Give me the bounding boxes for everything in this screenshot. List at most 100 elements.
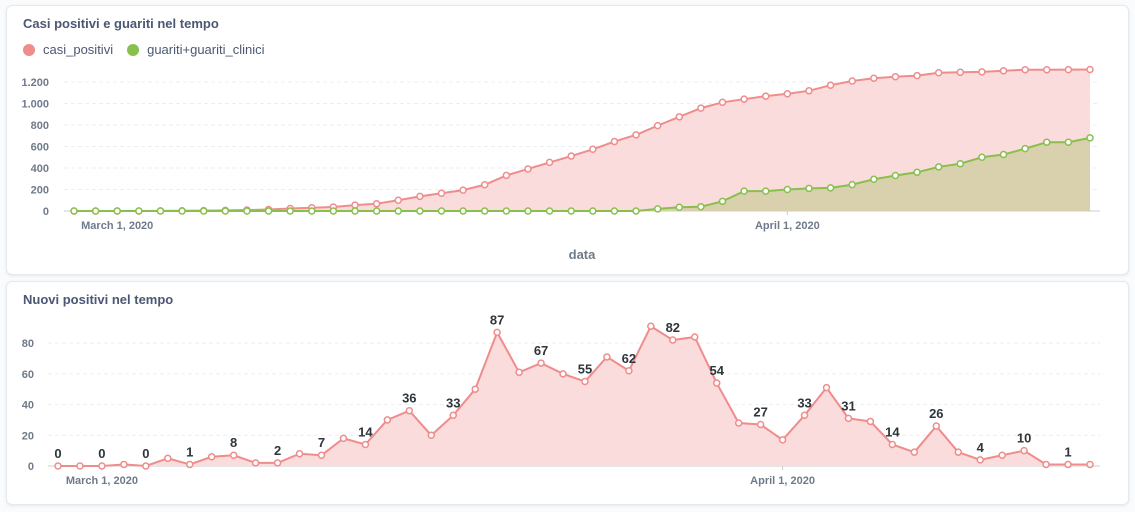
data-point: [567, 207, 575, 215]
data-point: [589, 207, 597, 215]
data-point: [826, 81, 835, 89]
data-label: 4: [977, 440, 985, 455]
data-point: [697, 104, 705, 112]
y-tick-label: 400: [31, 163, 49, 175]
data-point: [675, 113, 684, 121]
data-point: [524, 165, 532, 173]
data-point: [669, 336, 677, 344]
data-point: [976, 456, 984, 464]
data-point: [567, 152, 575, 160]
data-point: [870, 175, 878, 184]
data-point: [120, 460, 128, 469]
data-point: [934, 68, 943, 77]
data-point: [459, 186, 467, 194]
data-point: [351, 201, 359, 209]
data-point: [805, 184, 813, 193]
data-point: [1086, 65, 1094, 74]
data-point: [251, 459, 260, 467]
data-point: [761, 92, 770, 100]
data-label: 8: [230, 435, 237, 450]
data-point: [910, 448, 919, 456]
data-point: [437, 207, 446, 215]
data-point: [54, 462, 62, 470]
data-point: [712, 379, 721, 387]
data-point: [1064, 65, 1073, 74]
data-point: [999, 67, 1008, 75]
data-point: [740, 187, 748, 195]
data-label: 1: [186, 444, 193, 459]
area-guariti-guariti-clinici: [74, 137, 1090, 211]
data-point: [76, 462, 84, 470]
data-point: [471, 385, 479, 393]
data-label: 33: [446, 395, 460, 410]
legend-item-positive[interactable]: casi_positivi: [23, 42, 113, 57]
data-point: [844, 414, 853, 423]
data-point: [91, 207, 100, 215]
data-point: [243, 207, 251, 215]
data-label: 0: [54, 446, 61, 461]
data-point: [632, 207, 640, 215]
data-point: [372, 199, 381, 208]
data-point: [800, 411, 809, 420]
data-point: [361, 440, 370, 449]
data-point: [273, 459, 282, 467]
data-point: [978, 68, 986, 76]
data-point: [405, 406, 414, 415]
data-label: 55: [578, 362, 592, 377]
data-point: [199, 207, 208, 215]
data-point: [956, 68, 965, 77]
chart-title[interactable]: Casi positivi e guariti nel tempo: [23, 16, 219, 31]
data-point: [826, 184, 835, 192]
data-point: [308, 207, 316, 215]
chart-title[interactable]: Nuovi positivi nel tempo: [23, 292, 174, 307]
data-label: 14: [358, 424, 373, 439]
data-label: 54: [709, 363, 724, 378]
data-point: [625, 367, 633, 375]
data-point: [416, 192, 424, 201]
data-point: [998, 451, 1006, 459]
data-point: [647, 322, 655, 330]
y-tick-label: 80: [22, 338, 34, 350]
data-label: 26: [929, 406, 943, 421]
data-point: [761, 187, 770, 195]
data-label: 0: [98, 446, 105, 461]
data-point: [675, 203, 684, 211]
data-point: [394, 207, 403, 215]
data-point: [1064, 138, 1073, 146]
legend-label-recovered: guariti+guariti_clinici: [147, 42, 265, 57]
data-point: [866, 417, 875, 426]
data-point: [740, 95, 748, 103]
data-point: [339, 434, 348, 443]
data-point: [888, 440, 897, 449]
data-point: [545, 158, 554, 167]
data-label: 14: [885, 424, 900, 439]
y-tick-label: 40: [22, 400, 34, 412]
data-point: [691, 333, 699, 341]
data-point: [229, 451, 238, 459]
data-label: 62: [622, 351, 636, 366]
legend-item-recovered[interactable]: guariti+guariti_clinici: [127, 42, 265, 57]
data-point: [1043, 65, 1051, 74]
data-label: 82: [666, 320, 680, 335]
data-label: 27: [753, 405, 767, 420]
data-point: [999, 150, 1008, 159]
data-label: 33: [797, 395, 811, 410]
data-point: [449, 411, 457, 420]
data-point: [891, 171, 900, 180]
data-point: [1086, 134, 1094, 142]
data-point: [913, 71, 921, 80]
data-point: [978, 153, 986, 161]
y-tick-label: 600: [31, 141, 49, 153]
data-label: 36: [402, 391, 416, 406]
data-point: [135, 207, 143, 215]
y-tick-label: 1.000: [21, 98, 49, 110]
data-point: [559, 370, 567, 378]
data-point: [537, 359, 545, 367]
data-point: [1021, 144, 1029, 153]
data-point: [603, 353, 611, 361]
y-tick-label: 0: [28, 461, 34, 473]
area-casi-positivi: [74, 69, 1090, 211]
y-tick-label: 20: [22, 430, 34, 442]
daily-chart-plot: 0 20 40 60 80 March 1, 2020 April 1, 2020 0 0 0 1 8…: [22, 312, 1100, 487]
data-point: [1021, 65, 1029, 74]
